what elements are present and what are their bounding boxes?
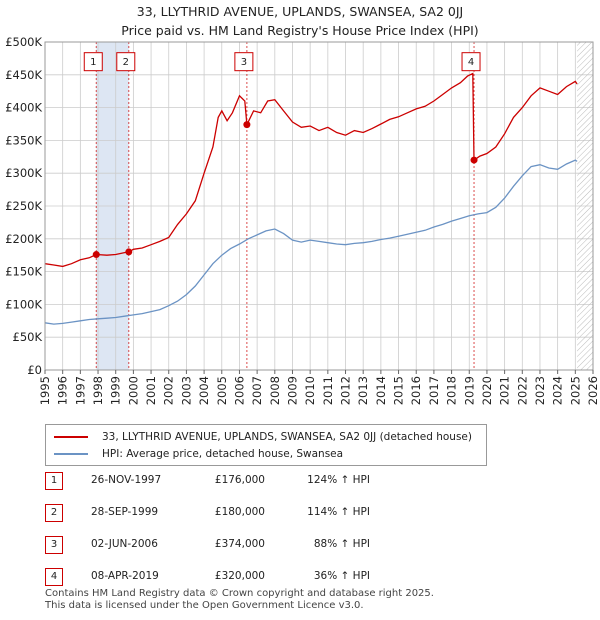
sale-label-border	[461, 52, 481, 72]
x-tick-label: 2010	[303, 376, 317, 405]
x-tick-label: 2015	[392, 376, 406, 405]
y-tick-label: £400K	[5, 101, 42, 115]
x-tick-label: 2004	[197, 376, 211, 405]
y-tick-label: £150K	[5, 265, 42, 279]
sale-badge: 1	[45, 472, 63, 490]
sale-row: 3 02-JUN-2006 £374,000 88% ↑ HPI	[45, 536, 545, 556]
x-tick-label: 2009	[285, 376, 299, 405]
x-tick-label: 2019	[462, 376, 476, 405]
future-hatch	[577, 42, 593, 370]
sale-point	[470, 156, 478, 164]
sale-label-border	[234, 52, 254, 72]
x-tick-label: 1996	[56, 376, 70, 405]
y-tick-label: £200K	[5, 232, 42, 246]
footer: Contains HM Land Registry data © Crown c…	[45, 588, 434, 612]
sale-label-box: 1	[83, 52, 103, 72]
x-tick-label: 1997	[73, 376, 87, 405]
sale-date: 26-NOV-1997	[91, 474, 162, 486]
sale-label-border	[116, 52, 136, 72]
x-tick-label: 2021	[498, 376, 512, 405]
sale-row: 2 28-SEP-1999 £180,000 114% ↑ HPI	[45, 504, 545, 524]
sale-badge: 4	[45, 568, 63, 586]
legend-label-property: 33, LLYTHRID AVENUE, UPLANDS, SWANSEA, S…	[102, 431, 472, 443]
x-tick-label: 2011	[321, 376, 335, 405]
y-tick-label: £350K	[5, 133, 42, 147]
hpi-series-line	[44, 159, 578, 325]
price-chart: 1 2 3 4 £0 £50K £100K £150K £200K £250K £300K £350…	[5, 35, 600, 405]
footer-copyright: Contains HM Land Registry data © Crown c…	[45, 588, 434, 599]
property-series-line	[44, 72, 578, 268]
x-tick-label: 1998	[91, 376, 105, 405]
sale-label-box: 2	[116, 52, 136, 72]
title-subtitle: Price paid vs. HM Land Registry's House …	[121, 23, 479, 38]
sale-hpi-change: 88% ↑ HPI	[313, 538, 370, 550]
x-tick-label: 1995	[38, 376, 52, 405]
footer-licence: This data is licensed under the Open Gov…	[45, 600, 364, 611]
sale-badge: 3	[45, 536, 63, 554]
sale-label-border	[83, 52, 103, 72]
sale-badge: 2	[45, 504, 63, 522]
y-tick-label: £500K	[5, 35, 42, 49]
sale-label-text: 3	[241, 57, 247, 68]
x-tick-label: 2000	[126, 376, 140, 405]
x-tick-label: 2025	[568, 376, 582, 405]
x-tick-label: 2020	[480, 376, 494, 405]
plot-frame	[44, 41, 594, 371]
sale-price: £180,000	[214, 506, 265, 518]
legend-swatch-hpi	[54, 453, 88, 455]
sale-date: 08-APR-2019	[91, 570, 159, 582]
sale-label-text: 4	[468, 57, 474, 68]
y-tick-label: £450K	[5, 68, 42, 82]
y-tick-label: £0	[27, 363, 42, 377]
x-tick-label: 2007	[250, 376, 264, 405]
sale-point	[243, 121, 251, 129]
sale-label-box: 3	[234, 52, 254, 72]
legend-label-hpi: HPI: Average price, detached house, Swan…	[102, 448, 344, 460]
sale-row: 4 08-APR-2019 £320,000 36% ↑ HPI	[45, 568, 545, 588]
x-tick-label: 2026	[586, 376, 600, 405]
legend-item-property: 33, LLYTHRID AVENUE, UPLANDS, SWANSEA, S…	[54, 429, 472, 445]
y-tick-label: £50K	[13, 330, 43, 344]
x-tick-label: 2008	[268, 376, 282, 405]
x-tick-label: 1999	[109, 376, 123, 405]
legend-swatch-property	[54, 436, 88, 438]
y-tick-label: £100K	[5, 297, 42, 311]
sale-row: 1 26-NOV-1997 £176,000 124% ↑ HPI	[45, 472, 545, 492]
sale-date: 28-SEP-1999	[91, 506, 159, 518]
sale-point	[92, 251, 100, 259]
sale-label-text: 1	[90, 57, 96, 68]
legend-item-hpi: HPI: Average price, detached house, Swan…	[54, 446, 343, 462]
sale-price: £374,000	[214, 538, 265, 550]
x-tick-label: 2012	[339, 376, 353, 405]
sale-date: 02-JUN-2006	[91, 538, 158, 550]
x-tick-label: 2023	[533, 376, 547, 405]
x-tick-label: 2014	[374, 376, 388, 405]
x-tick-label: 2002	[162, 376, 176, 405]
x-tick-label: 2022	[515, 376, 529, 405]
chart-title: 33, LLYTHRID AVENUE, UPLANDS, SWANSEA, S…	[0, 2, 600, 40]
sale-point	[125, 248, 133, 256]
sale-hpi-change: 36% ↑ HPI	[313, 570, 370, 582]
sale-label-box: 4	[461, 52, 481, 72]
x-tick-label: 2024	[551, 376, 565, 405]
x-tick-label: 2018	[445, 376, 459, 405]
sale-hpi-change: 114% ↑ HPI	[307, 506, 370, 518]
sale-label-text: 2	[123, 57, 129, 68]
x-tick-label: 2003	[179, 376, 193, 405]
sale-price: £320,000	[214, 570, 265, 582]
sale-price: £176,000	[214, 474, 265, 486]
x-tick-label: 2013	[356, 376, 370, 405]
legend: 33, LLYTHRID AVENUE, UPLANDS, SWANSEA, S…	[45, 424, 487, 466]
x-tick-label: 2005	[215, 376, 229, 405]
x-tick-label: 2016	[409, 376, 423, 405]
y-tick-label: £300K	[5, 166, 42, 180]
title-address: 33, LLYTHRID AVENUE, UPLANDS, SWANSEA, S…	[136, 4, 464, 19]
x-tick-label: 2017	[427, 376, 441, 405]
sale-hpi-change: 124% ↑ HPI	[307, 474, 370, 486]
x-tick-label: 2006	[232, 376, 246, 405]
x-tick-label: 2001	[144, 376, 158, 405]
y-tick-label: £250K	[5, 199, 42, 213]
